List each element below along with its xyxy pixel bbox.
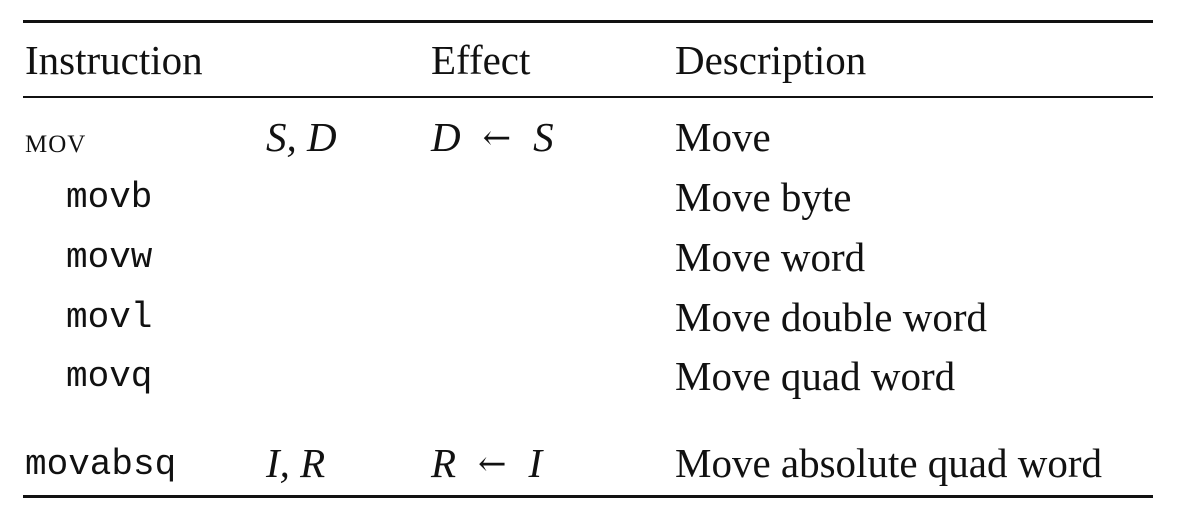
left-arrow-icon: ← [482, 118, 512, 158]
instruction-class-mov: MOV [25, 120, 87, 160]
description-movq: Move quad word [675, 353, 956, 399]
header-instruction: Instruction [25, 37, 203, 83]
table-header-rule [23, 96, 1153, 98]
description-movl: Move double word [675, 294, 988, 340]
movabsq-operands: I, R [266, 440, 326, 486]
table-bottom-rule [23, 495, 1153, 498]
movabsq-description: Move absolute quad word [675, 440, 1102, 486]
description-movw: Move word [675, 234, 866, 280]
description-movb: Move byte [675, 174, 852, 220]
mov-description: Move [675, 114, 771, 160]
instruction-movabsq: movabsq [25, 444, 177, 485]
movabsq-effect-dest: R [431, 440, 457, 486]
mov-effect-dest: D [431, 114, 461, 160]
mov-effect: D ← S [431, 117, 554, 158]
instruction-movb: movb [66, 177, 153, 218]
instruction-movw: movw [66, 237, 153, 278]
movabsq-effect: R ← I [431, 443, 542, 484]
header-effect: Effect [431, 37, 531, 83]
header-description: Description [675, 37, 867, 83]
mov-effect-src: S [533, 114, 554, 160]
left-arrow-icon: ← [478, 444, 507, 484]
mov-operands: S, D [266, 114, 337, 160]
movabsq-effect-src: I [528, 440, 543, 486]
instruction-movq: movq [66, 356, 153, 397]
table-top-rule [23, 20, 1153, 23]
instruction-movl: movl [66, 297, 153, 338]
